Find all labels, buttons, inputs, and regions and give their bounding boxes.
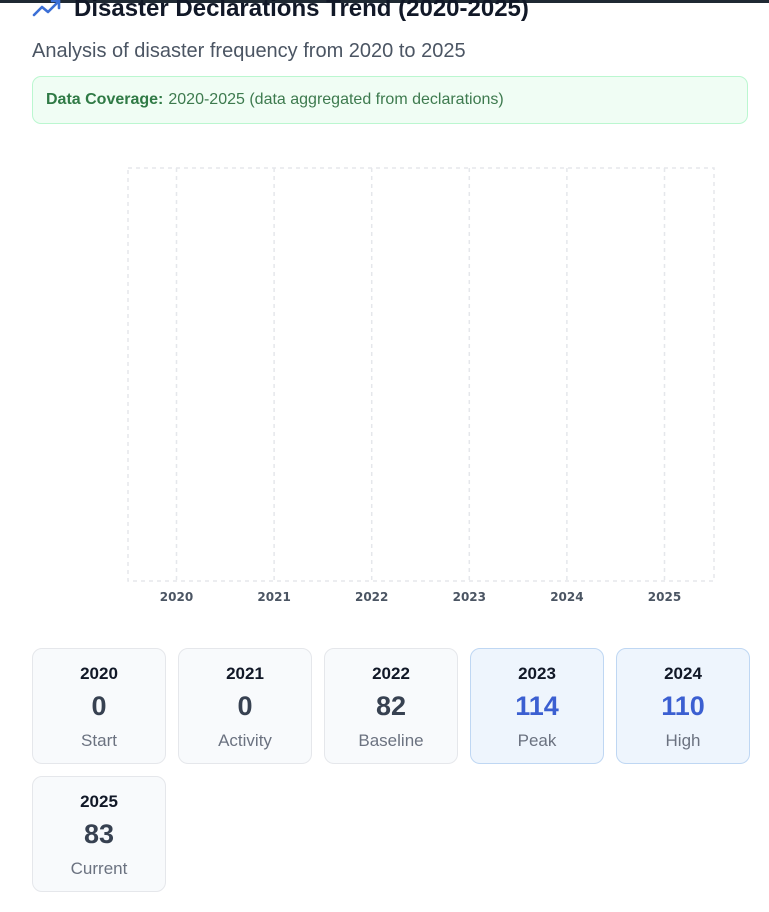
- year-card-2021: 2021 0 Activity: [178, 648, 312, 764]
- year-card-year: 2022: [372, 664, 410, 683]
- year-card-2025: 2025 83 Current: [32, 776, 166, 892]
- year-card-label: Baseline: [358, 731, 424, 750]
- year-card-year: 2021: [226, 664, 264, 683]
- year-card-2022: 2022 82 Baseline: [324, 648, 458, 764]
- x-tick-label: 2024: [550, 590, 583, 604]
- trend-chart-svg: 2020 2021 2022 2023 2024 2025: [127, 167, 715, 604]
- page-subtitle: Analysis of disaster frequency from 2020…: [32, 40, 466, 62]
- x-tick-label: 2023: [453, 590, 486, 604]
- year-card-2024: 2024 110 High: [616, 648, 750, 764]
- year-card-value: 82: [375, 691, 407, 721]
- x-tick-label: 2020: [160, 590, 193, 604]
- year-card-label: Current: [70, 859, 128, 878]
- page-title: Disaster Declarations Trend (2020-2025): [74, 0, 529, 22]
- year-card-label: Peak: [517, 731, 557, 750]
- year-card-value: 114: [515, 691, 559, 721]
- year-card-2020: 2020 0 Start: [32, 648, 166, 764]
- chart-plot-frame: [127, 167, 715, 582]
- x-tick-label: 2021: [257, 590, 290, 604]
- trending-up-icon: [32, 0, 61, 17]
- year-card-value: 110: [661, 691, 705, 721]
- x-tick-label: 2022: [355, 590, 388, 604]
- year-card-year: 2025: [80, 792, 118, 811]
- trend-chart: 2020 2021 2022 2023 2024 2025: [0, 140, 769, 620]
- year-card-label: Start: [81, 731, 117, 750]
- year-card-label: High: [665, 731, 701, 750]
- year-card-value: 0: [237, 691, 253, 721]
- x-tick-label: 2025: [648, 590, 681, 604]
- year-card-year: 2023: [518, 664, 556, 683]
- year-card-label: Activity: [218, 731, 272, 750]
- page-header: Disaster Declarations Trend (2020-2025): [32, 0, 529, 26]
- year-card-2023: 2023 114 Peak: [470, 648, 604, 764]
- year-card-year: 2020: [80, 664, 118, 683]
- window-top-border: [0, 0, 769, 3]
- data-coverage-label: Data Coverage:: [46, 91, 164, 108]
- year-card-value: 83: [83, 819, 115, 849]
- year-card-year: 2024: [664, 664, 702, 683]
- data-coverage-text: 2020-2025 (data aggregated from declarat…: [168, 91, 504, 108]
- data-coverage-banner: Data Coverage: 2020-2025 (data aggregate…: [32, 76, 748, 124]
- year-card-value: 0: [91, 691, 107, 721]
